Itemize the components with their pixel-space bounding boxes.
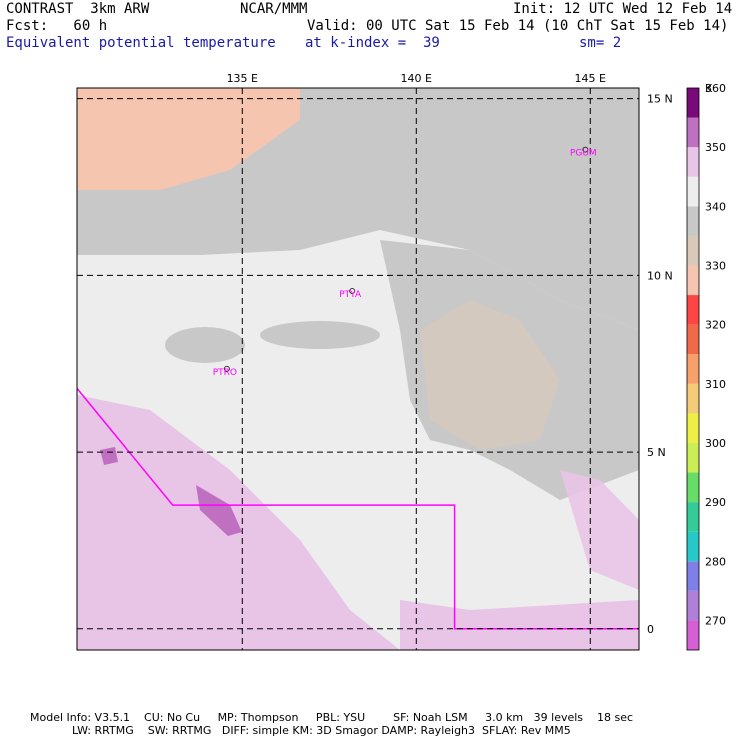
colorbar-swatch [687,620,699,650]
station-marker [349,288,356,294]
colorbar-swatch [687,324,699,355]
colorbar-swatch [687,442,699,473]
station-label: PTYA [339,290,362,300]
model-name: CONTRAST 3km ARW [6,1,150,17]
colorbar-label: 360 [705,82,726,95]
colorbar-swatch [687,354,699,384]
field-region-purple [196,485,242,536]
colorbar-swatch [687,235,699,266]
field-region-grey [260,321,380,349]
station-label: PTRO [213,368,237,378]
colorbar-label: 330 [705,260,726,273]
init-time: Init: 12 UTC Wed 12 Feb 14 [513,1,733,17]
colorbar-label: 270 [705,614,726,627]
colorbar-swatch [687,206,699,236]
field-region-lilac [77,395,400,650]
x-tick-label: 135 E [227,72,258,85]
colorbar-label: 340 [705,200,726,213]
map-frame [76,87,640,651]
org-name: NCAR/MMM [240,1,308,17]
colorbar-swatch [687,265,699,296]
y-tick-label: 5 N [647,446,666,459]
colorbar-swatch [687,88,699,118]
colorbar-swatch [687,502,699,532]
x-tick-label: 140 E [401,72,432,85]
field-region-grey [165,327,245,363]
field-region-peach [77,88,300,190]
field-title: Equivalent potential temperature [6,35,276,51]
colorbar-swatch [687,117,699,148]
colorbar-label: 300 [705,437,726,450]
colorbar-swatch [687,472,699,503]
colorbar-swatch [687,590,699,621]
colorbar-label: 290 [705,496,726,509]
colorbar-frame [686,87,700,651]
y-tick-label: 10 N [647,269,673,282]
boundary-line [76,387,639,630]
model-info-line2: LW: RRTMG SW: RRTMG DIFF: simple KM: 3D … [30,724,571,737]
colorbar-swatch [687,176,699,207]
y-tick-label: 0 [647,623,654,636]
field-region-lilac [560,470,639,590]
colorbar-swatch [687,413,699,443]
valid-time: Valid: 00 UTC Sat 15 Feb 14 (10 ChT Sat … [307,18,729,34]
x-tick-label: 145 E [575,72,606,85]
field-region-purple [100,447,118,465]
colorbar-swatch [687,147,699,177]
level-index: at k-index = 39 [305,35,440,51]
colorbar-swatch [687,383,699,414]
station-marker [582,146,589,153]
y-tick-label: 15 N [647,93,673,106]
station-label: PGUM [570,149,597,159]
field-region-lilac [400,600,639,650]
station-marker [223,365,230,372]
colorbar-swatch [687,561,699,591]
forecast-hour: Fcst: 60 h [6,18,108,34]
colorbar-label: 350 [705,141,726,154]
model-info-line1: Model Info: V3.5.1 CU: No Cu MP: Thompso… [30,711,634,724]
colorbar-label: 310 [705,378,726,391]
field-region-tan [420,300,560,450]
colorbar-label: 320 [705,319,726,332]
colorbar-swatch [687,531,699,562]
colorbar-unit: K [705,82,713,95]
colorbar-swatch [687,295,699,325]
colorbar-label: 280 [705,555,726,568]
smoothing: sm= 2 [579,35,622,51]
